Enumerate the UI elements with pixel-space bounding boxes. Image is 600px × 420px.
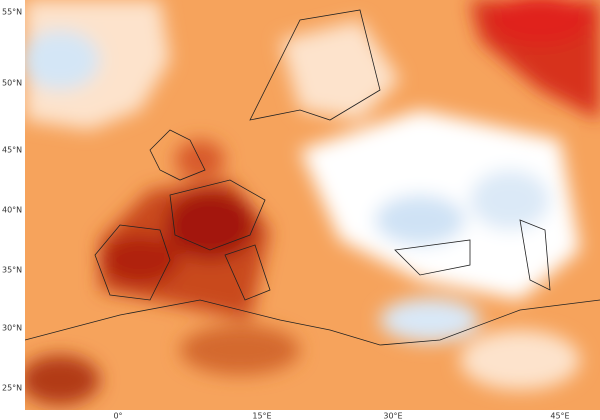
coastline <box>25 299 600 346</box>
lat-label: 35°N <box>2 266 22 275</box>
lat-label: 50°N <box>2 79 22 88</box>
lon-label: 0° <box>113 412 122 420</box>
lat-label: 25°N <box>2 384 22 393</box>
pale-region <box>280 20 400 120</box>
lon-label: 45°E <box>550 412 569 420</box>
hot-region <box>180 325 300 375</box>
coastline <box>519 219 551 291</box>
anomaly-field <box>25 0 600 410</box>
cool-region <box>375 195 465 245</box>
hot-region <box>490 0 590 45</box>
coastline <box>394 239 471 276</box>
lat-labels: 55°N 50°N 45°N 40°N 35°N 30°N 25°N <box>2 8 22 393</box>
coastline <box>169 179 266 251</box>
very-hot-region <box>100 235 180 285</box>
cool-region <box>25 30 100 90</box>
lon-labels: 0° 15°E 30°E 45°E <box>113 412 569 420</box>
lat-label: 55°N <box>2 8 22 17</box>
cool-region <box>470 170 550 230</box>
coastlines <box>25 9 600 346</box>
lat-label: 45°N <box>2 146 22 155</box>
coastline <box>249 9 381 121</box>
coastline <box>149 129 206 181</box>
field-shading <box>25 0 600 405</box>
lon-label: 30°E <box>383 412 402 420</box>
lon-label: 15°E <box>252 412 271 420</box>
pale-region <box>460 330 580 390</box>
lat-label: 30°N <box>2 324 22 333</box>
cool-region <box>380 298 480 342</box>
coastline <box>224 244 271 301</box>
very-hot-region <box>165 190 255 260</box>
lat-label: 40°N <box>2 206 22 215</box>
hot-region <box>25 355 100 405</box>
coastline <box>94 224 171 301</box>
